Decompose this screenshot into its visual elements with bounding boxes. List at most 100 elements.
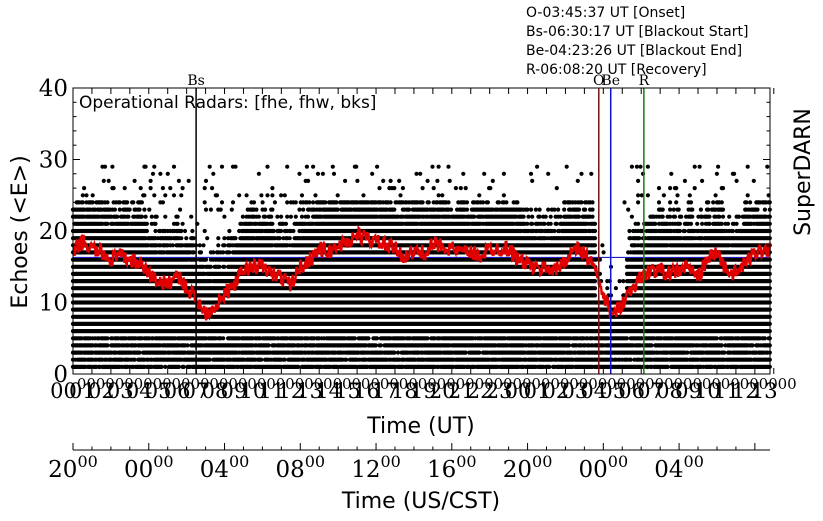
- echo-point: [197, 243, 202, 248]
- echo-point: [251, 200, 257, 205]
- echo-point: [282, 193, 287, 198]
- echo-point: [211, 171, 216, 176]
- echo-point: [110, 164, 115, 169]
- echo-point: [137, 350, 142, 355]
- echo-point: [270, 193, 275, 198]
- echo-point: [217, 264, 222, 269]
- echo-point: [180, 186, 185, 191]
- echo-point: [256, 214, 261, 219]
- echo-point: [160, 200, 165, 205]
- echo-point: [254, 207, 259, 212]
- echo-point: [293, 214, 298, 219]
- echo-point: [139, 200, 144, 205]
- echo-point: [171, 164, 177, 169]
- echo-point: [237, 193, 242, 198]
- echo-point: [185, 343, 190, 348]
- echo-point: [315, 171, 321, 176]
- echo-point: [171, 193, 177, 198]
- echo-point: [126, 214, 131, 219]
- echo-point: [304, 164, 309, 169]
- echo-point: [160, 186, 165, 191]
- echo-point: [323, 200, 328, 205]
- echo-point: [180, 221, 185, 226]
- echo-point: [207, 164, 212, 169]
- echo-point: [202, 200, 207, 205]
- echo-point: [191, 250, 196, 255]
- echo-point: [102, 164, 108, 169]
- echo-point: [105, 336, 110, 341]
- echo-point: [221, 250, 226, 255]
- echo-points: [70, 164, 772, 369]
- echo-point: [138, 186, 143, 191]
- echo-point: [125, 200, 130, 205]
- echo-point: [307, 200, 312, 205]
- echo-point: [270, 186, 275, 191]
- echo-point: [117, 200, 122, 205]
- echo-point: [216, 236, 221, 241]
- echo-point: [343, 178, 348, 183]
- echo-point: [279, 214, 284, 219]
- echo-point: [203, 178, 209, 183]
- echo-point: [218, 207, 223, 212]
- echo-point: [222, 214, 227, 219]
- echo-point: [205, 236, 210, 241]
- echo-point: [227, 250, 232, 255]
- echo-point: [179, 228, 184, 234]
- echo-point: [132, 178, 137, 183]
- echo-point: [202, 228, 207, 234]
- echo-point: [265, 164, 270, 169]
- echo-point: [263, 214, 268, 219]
- echo-point: [279, 228, 284, 234]
- echo-point: [313, 193, 318, 198]
- echo-point: [105, 343, 110, 348]
- echo-point: [216, 243, 221, 248]
- echo-point: [148, 186, 153, 191]
- echo-point: [176, 178, 181, 183]
- echo-point: [80, 193, 85, 198]
- echo-point: [179, 193, 184, 198]
- echo-point: [111, 186, 116, 191]
- echo-point: [229, 207, 234, 212]
- echo-point: [90, 193, 95, 198]
- echo-point: [189, 214, 194, 219]
- echo-point: [296, 364, 301, 369]
- echo-point: [154, 214, 159, 219]
- echo-point: [143, 164, 148, 169]
- echo-point: [170, 243, 175, 248]
- echo-point: [355, 178, 360, 183]
- echo-point: [191, 350, 196, 355]
- echo-point: [105, 200, 110, 205]
- echo-point: [219, 164, 225, 169]
- echo-point: [299, 193, 305, 198]
- echo-point: [335, 207, 340, 212]
- echo-point: [233, 164, 238, 169]
- echo-point: [279, 193, 284, 198]
- echo-point: [361, 193, 366, 198]
- echo-point: [144, 221, 149, 226]
- echo-point: [115, 214, 120, 219]
- echo-point: [182, 228, 188, 234]
- echo-point: [82, 186, 87, 191]
- echo-point: [176, 364, 181, 369]
- echo-point: [211, 250, 216, 255]
- echo-point: [142, 207, 147, 212]
- echo-point: [198, 250, 204, 255]
- echo-point: [259, 193, 264, 198]
- echo-point: [148, 178, 153, 183]
- echo-point: [288, 214, 293, 219]
- echo-point: [139, 214, 144, 219]
- echo-point: [311, 200, 316, 205]
- echo-point: [233, 236, 238, 241]
- echo-point: [131, 200, 136, 205]
- echo-point: [291, 228, 296, 234]
- echo-point: [270, 221, 275, 226]
- echo-point: [263, 207, 268, 212]
- echo-point: [163, 193, 168, 198]
- echo-point: [344, 357, 349, 362]
- echo-point: [210, 186, 215, 191]
- echo-point: [149, 214, 154, 219]
- echo-point: [80, 200, 85, 205]
- echo-point: [175, 214, 180, 219]
- echo-point: [287, 236, 292, 241]
